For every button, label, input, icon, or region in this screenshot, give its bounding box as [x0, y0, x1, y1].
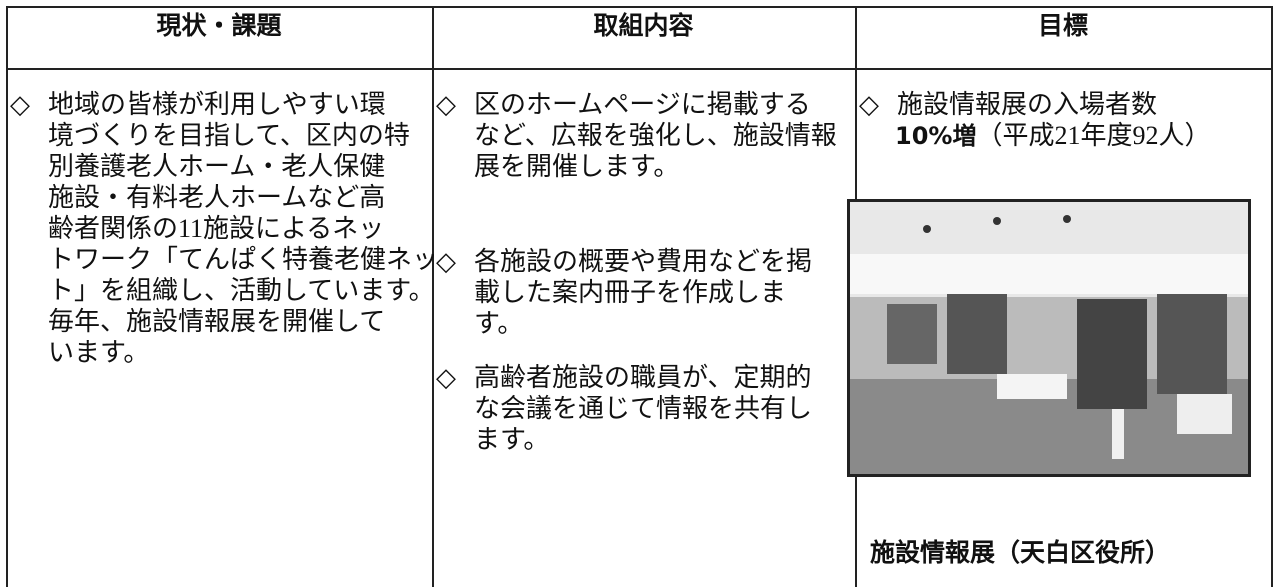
text-line: 別養護老人ホーム・老人保健: [48, 152, 386, 181]
target-note: （平成21年度92人）: [976, 121, 1211, 150]
rule: [6, 6, 1272, 8]
text-line: な会議を通じて情報を共有し: [474, 394, 813, 423]
text-line: 境づくりを目指して、区内の特: [48, 121, 410, 150]
bullet: ◇: [436, 90, 456, 119]
text-line: 各施設の概要や費用などを掲: [474, 247, 813, 276]
text-line: 地域の皆様が利用しやすい環: [48, 90, 386, 119]
text-line: 高齢者施設の職員が、定期的: [474, 363, 812, 392]
column-header: 現状・課題: [156, 11, 282, 40]
photo: [847, 199, 1251, 477]
text-line: 展を開催します。: [474, 152, 680, 181]
text-line: トワーク「てんぱく特養老健ネッ: [48, 245, 439, 274]
text-line: 載した案内冊子を作成しま: [474, 278, 787, 307]
text-line: います。: [48, 338, 150, 367]
text-line: す。: [474, 309, 524, 338]
text-line: 毎年、施設情報展を開催して: [48, 307, 386, 336]
column-header: 目標: [1037, 11, 1088, 40]
column-header: 取組内容: [593, 11, 694, 40]
rule: [432, 6, 434, 587]
bullet: ◇: [436, 363, 456, 392]
caption: 施設情報展（天白区役所）: [870, 538, 1171, 567]
text-line: など、広報を強化し、施設情報: [474, 121, 837, 150]
target-value: 10%増: [895, 122, 977, 150]
text-line: ト」を組織し、活動しています。: [48, 276, 435, 305]
text-line: 施設・有料老人ホームなど高: [48, 183, 386, 212]
text-line: ます。: [474, 425, 550, 454]
rule: [1271, 6, 1273, 587]
bullet: ◇: [10, 90, 30, 119]
text-line: 施設情報展の入場者数: [897, 90, 1158, 119]
rule: [6, 6, 8, 587]
bullet: ◇: [859, 90, 879, 119]
text-line: 齢者関係の11施設によるネッ: [48, 214, 385, 243]
bullet: ◇: [436, 247, 456, 276]
rule: [6, 68, 1272, 70]
text-line: 区のホームページに掲載する: [474, 90, 811, 119]
